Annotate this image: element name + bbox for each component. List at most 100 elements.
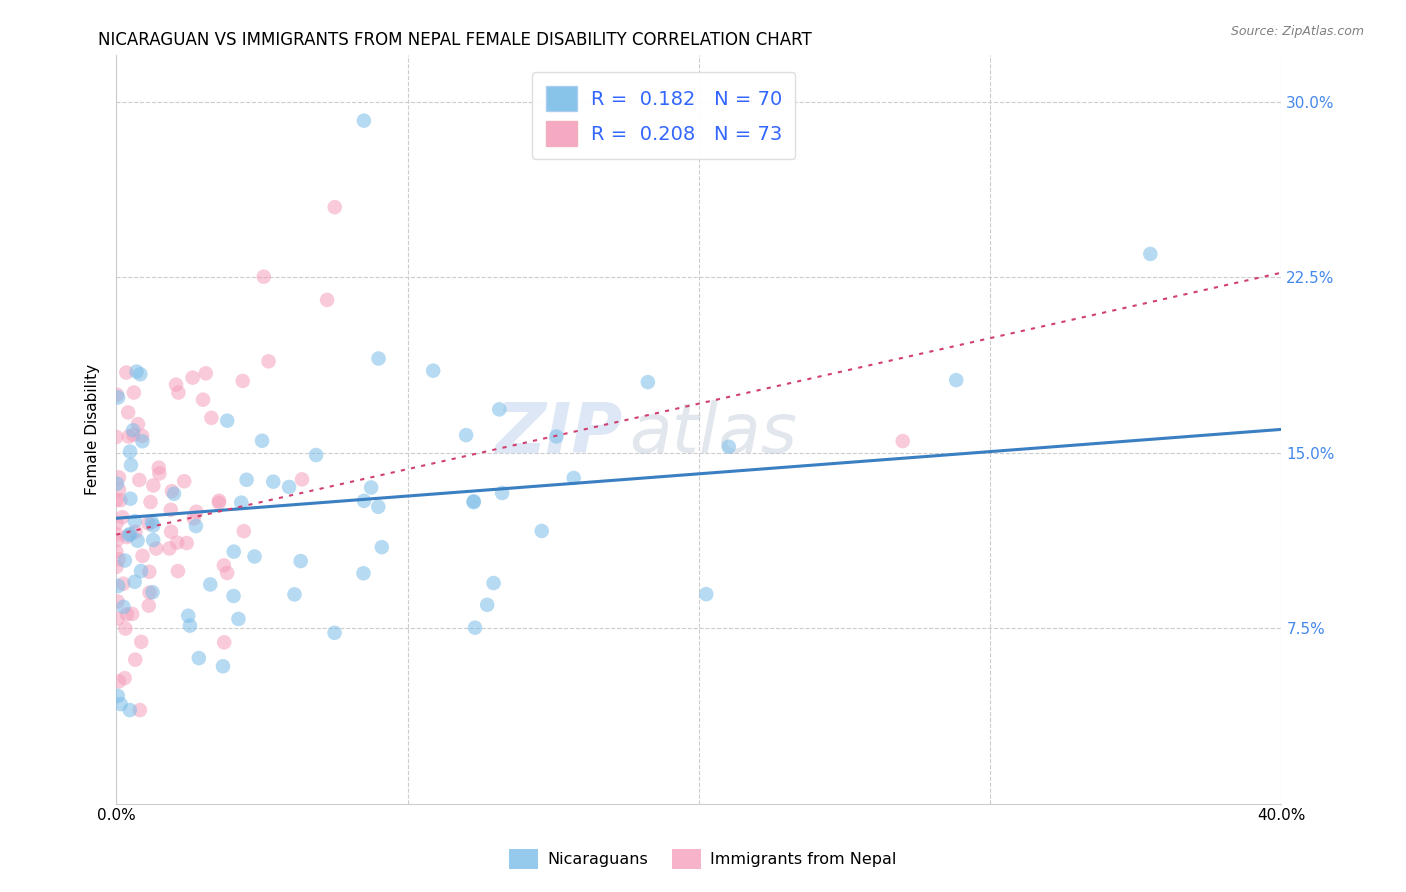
Point — [464, 621, 486, 635]
Point — [167, 564, 190, 578]
Point — [110, 697, 132, 711]
Point — [107, 689, 129, 703]
Point — [112, 599, 135, 614]
Point — [353, 113, 375, 128]
Point — [283, 587, 305, 601]
Point — [181, 370, 204, 384]
Point — [482, 576, 505, 591]
Point — [231, 496, 253, 510]
Point — [128, 473, 150, 487]
Legend: Nicaraguans, Immigrants from Nepal: Nicaraguans, Immigrants from Nepal — [503, 843, 903, 875]
Point — [105, 516, 128, 531]
Point — [305, 448, 328, 462]
Point — [291, 472, 314, 486]
Point — [183, 511, 205, 525]
Point — [212, 635, 235, 649]
Point — [353, 493, 375, 508]
Point — [191, 392, 214, 407]
Point — [120, 458, 142, 472]
Point — [371, 540, 394, 554]
Point — [122, 423, 145, 437]
Point — [222, 544, 245, 558]
Point — [323, 625, 346, 640]
Point — [243, 549, 266, 564]
Point — [463, 494, 485, 508]
Point — [105, 476, 128, 491]
Point — [131, 549, 153, 563]
Point — [114, 622, 136, 636]
Point — [530, 524, 553, 538]
Point — [491, 486, 513, 500]
Point — [165, 377, 187, 392]
Point — [1139, 247, 1161, 261]
Point — [105, 387, 128, 401]
Point — [110, 493, 132, 508]
Point — [159, 503, 181, 517]
Point — [179, 618, 201, 632]
Point — [184, 519, 207, 533]
Point — [125, 365, 148, 379]
Point — [131, 429, 153, 443]
Point — [208, 493, 231, 508]
Point — [124, 652, 146, 666]
Point — [118, 444, 141, 458]
Point — [141, 585, 163, 599]
Point — [173, 475, 195, 489]
Point — [456, 428, 478, 442]
Point — [562, 471, 585, 485]
Point — [114, 671, 136, 685]
Point — [148, 460, 170, 475]
Point — [145, 541, 167, 556]
Point — [217, 414, 239, 428]
Y-axis label: Female Disability: Female Disability — [86, 364, 100, 495]
Point — [138, 565, 160, 579]
Point — [107, 552, 129, 566]
Point — [222, 589, 245, 603]
Point — [118, 429, 141, 443]
Text: atlas: atlas — [628, 400, 797, 467]
Point — [637, 375, 659, 389]
Point — [121, 607, 143, 621]
Point — [127, 417, 149, 432]
Point — [127, 533, 149, 548]
Point — [167, 385, 190, 400]
Point — [217, 566, 239, 580]
Point — [148, 467, 170, 481]
Point — [891, 434, 914, 448]
Point — [108, 674, 131, 689]
Point — [257, 354, 280, 368]
Point — [118, 703, 141, 717]
Point — [194, 367, 217, 381]
Point — [105, 493, 128, 508]
Point — [367, 500, 389, 514]
Point — [124, 574, 146, 589]
Point — [112, 576, 135, 591]
Point — [262, 475, 284, 489]
Point — [250, 434, 273, 448]
Point — [200, 410, 222, 425]
Point — [212, 558, 235, 573]
Point — [208, 496, 231, 510]
Point — [122, 385, 145, 400]
Point — [129, 635, 152, 649]
Point — [115, 366, 138, 380]
Point — [367, 351, 389, 366]
Point — [187, 651, 209, 665]
Point — [142, 478, 165, 492]
Point — [142, 518, 165, 533]
Point — [422, 364, 444, 378]
Point — [122, 427, 145, 442]
Point — [107, 391, 129, 405]
Point — [235, 473, 257, 487]
Point — [138, 585, 160, 599]
Point — [160, 484, 183, 499]
Point — [105, 430, 128, 444]
Point — [115, 530, 138, 544]
Point — [232, 374, 254, 388]
Point — [136, 516, 159, 531]
Text: ZIP: ZIP — [496, 400, 623, 467]
Point — [163, 487, 186, 501]
Point — [124, 524, 146, 539]
Point — [105, 560, 128, 574]
Point — [546, 429, 568, 443]
